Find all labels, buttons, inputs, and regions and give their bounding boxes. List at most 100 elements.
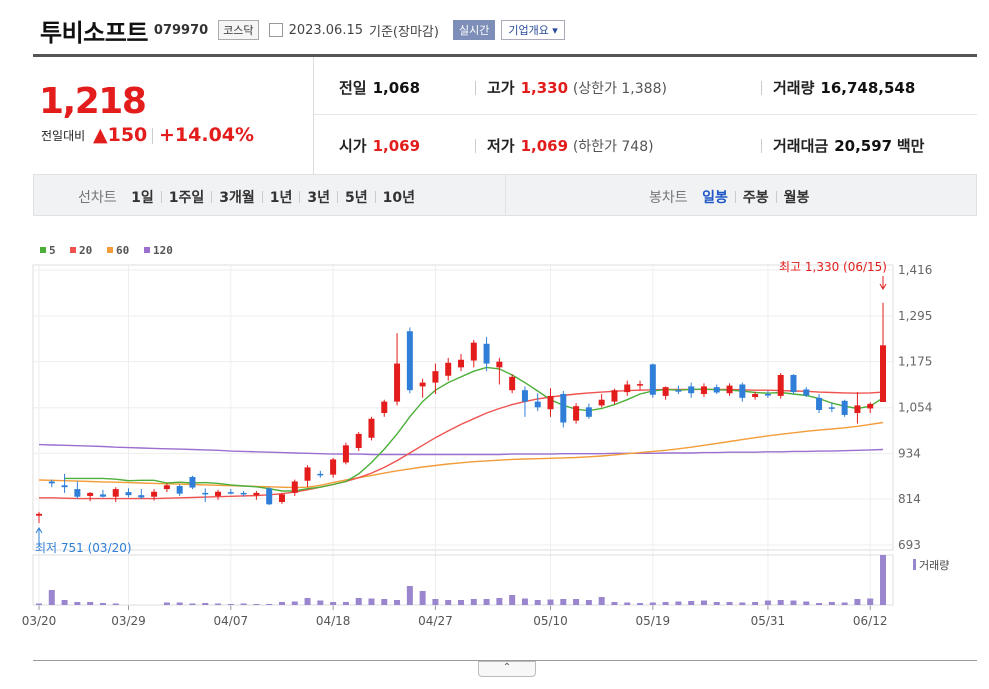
volume-bar [291,601,298,605]
candle-period-tab-2[interactable]: 월봉 [783,190,810,206]
price-stats: 전일 1,068 고가 1,330 (상한가 1,388) 거래량 16,748,54… [313,57,977,174]
volume-bar [87,602,94,605]
prev-label: 전일 [339,79,367,97]
candle-body [138,495,145,498]
stock-name: 투비소프트 [40,18,148,47]
candle-chart-periods: 봉차트 일봉 주봉 월봉 [649,187,809,207]
market-badge: 코스닥 [218,20,259,40]
low-label: 저가 [487,137,515,155]
candle-body [61,485,68,488]
price-basis: 기준(장마감) [369,24,439,40]
line-period-tab-0[interactable]: 1일 [131,190,154,206]
candle-body [841,400,848,415]
line-period-tab-4[interactable]: 3년 [307,190,330,206]
volume-legend-label: 거래량 [919,559,949,572]
y-tick-label: 1,054 [898,401,932,415]
volume-plot-frame [32,554,894,606]
upper-limit: (상한가 1,388) [572,81,667,97]
volume-bar [560,599,567,605]
candle-body [675,390,682,392]
volume-bar [112,603,119,605]
line-period-tab-2[interactable]: 3개월 [219,190,255,206]
candle-body [330,459,337,475]
high-label: 고가 [487,79,515,97]
realtime-button[interactable]: 실시간 [452,20,496,40]
tab-divider [337,191,338,203]
candle-body [342,445,349,463]
low-annotation: 최저 751 (03/20) [35,541,132,555]
candle-body [470,342,477,361]
candle-body [880,345,886,402]
company-overview-dropdown[interactable]: 기업개요 ▾ [501,20,565,40]
candle-body [752,393,759,398]
legend-label-ma120: 120 [153,244,173,257]
candle-body [406,331,413,391]
stat-divider [475,81,476,95]
prev-value: 1,068 [372,79,421,97]
line-period-tab-1[interactable]: 1주일 [168,190,205,206]
price-date: 2023.06.15 [288,22,363,38]
volume-bar [675,601,682,605]
change-value: ▲150 [93,124,148,146]
stat-trade-value: 거래대금 20,597 백만 [773,135,924,156]
high-annotation: 최고 1,330 (06/15) [779,260,887,274]
volume-bar [867,598,874,605]
candle-body [266,488,273,505]
legend-swatch-ma60 [107,247,113,253]
y-tick-label: 693 [898,538,921,552]
candle-body [36,513,42,516]
candle-period-tab-1[interactable]: 주봉 [742,190,769,206]
trade-value: 20,597 [834,137,893,155]
volume-value: 16,748,548 [820,79,916,97]
volume-bar [496,598,503,605]
volume-bar [355,598,362,605]
candle-body [394,363,401,402]
volume-bar [880,555,886,605]
x-tick-label: 04/18 [316,614,351,628]
volume-bar [688,601,695,605]
candle-body [547,395,554,410]
candle-body [739,384,746,398]
candle-body [202,492,209,495]
candle-body [496,361,503,368]
candle-body [215,491,222,496]
x-tick-label: 03/20 [22,614,57,628]
legend-swatch-ma20 [70,247,76,253]
line-period-tab-6[interactable]: 10년 [382,190,415,206]
candle-body [125,492,132,496]
volume-bar [202,603,209,605]
candle-body [355,433,362,449]
volume-bar [227,604,234,605]
volume-bar [330,602,337,605]
stock-header: 투비소프트 079970 코스닥 2023.06.15 기준(장마감) 실시간 … [40,12,565,48]
candle-body [253,492,260,496]
volume-bar [624,602,631,605]
candle-body [278,494,285,503]
volume-bar [368,598,375,605]
high-arrow-head [879,283,887,290]
candle-body [828,407,835,409]
volume-bar [470,599,477,605]
volume-bar [406,586,413,605]
volume-bar [752,602,759,605]
candle-body [304,467,311,481]
volume-bar [700,600,707,605]
volume-bar [304,598,311,605]
candle-body [432,371,439,383]
volume-legend-swatch [913,559,916,570]
line-period-tab-3[interactable]: 1년 [269,190,293,206]
volume-label: 거래량 [773,79,815,97]
volume-bar [48,590,55,605]
volume-bar [521,598,528,605]
volume-bar [432,599,439,605]
y-tick-label: 1,416 [898,263,932,277]
candle-period-tab-0[interactable]: 일봉 [702,190,728,206]
candle-body [381,401,388,414]
candle-body [637,384,644,386]
stock-code: 079970 [153,22,209,38]
candle-body [803,389,810,396]
stat-prev: 전일 1,068 [339,77,420,98]
line-period-tab-5[interactable]: 5년 [345,190,368,206]
collapse-button[interactable]: ⌃ [478,661,536,677]
trade-value-label: 거래대금 [773,137,829,155]
